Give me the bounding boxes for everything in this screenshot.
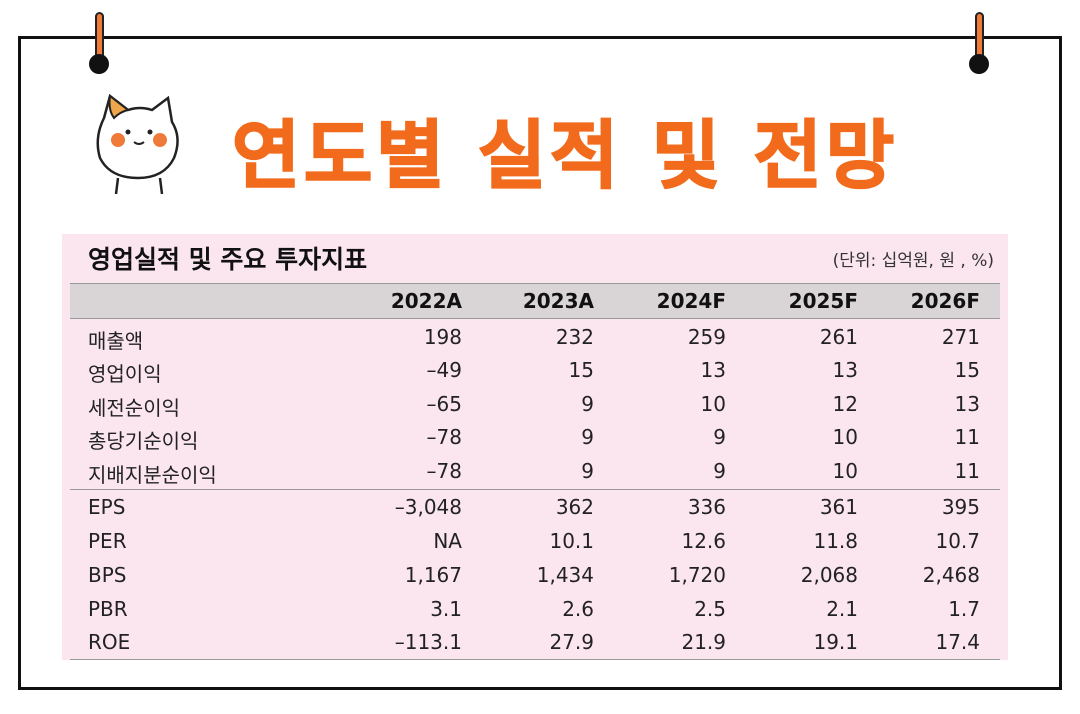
table-row: 영업이익 –49 15 13 13 15 bbox=[70, 355, 1000, 389]
table-cell: 15 bbox=[568, 358, 594, 382]
table-cell: 10 bbox=[832, 425, 858, 449]
table-cell: 19.1 bbox=[813, 630, 858, 654]
pushpin-right-icon bbox=[969, 54, 989, 74]
table-cell: 10.7 bbox=[935, 529, 980, 553]
table-row: ROE –113.1 27.9 21.9 19.1 17.4 bbox=[70, 627, 1000, 661]
table-cell: –65 bbox=[426, 392, 462, 416]
table-cell: 1.7 bbox=[948, 597, 980, 621]
table-cell: 13 bbox=[954, 392, 980, 416]
row-label: EPS bbox=[88, 495, 126, 519]
table-cell: –78 bbox=[426, 425, 462, 449]
table-cell: 9 bbox=[581, 425, 594, 449]
table-cell: 11 bbox=[954, 425, 980, 449]
table-row: EPS –3,048 362 336 361 395 bbox=[70, 492, 1000, 526]
row-label: 지배지분순이익 bbox=[88, 463, 217, 487]
table-cell: 17.4 bbox=[935, 630, 980, 654]
table-cell: –49 bbox=[426, 358, 462, 382]
cat-mascot-icon bbox=[96, 93, 179, 195]
table-cell: 1,434 bbox=[536, 563, 594, 587]
table-cell: 21.9 bbox=[681, 630, 726, 654]
table-title: 영업실적 및 주요 투자지표 bbox=[88, 245, 368, 274]
table-cell: 362 bbox=[555, 495, 594, 519]
table-row: PER NA 10.1 12.6 11.8 10.7 bbox=[70, 526, 1000, 560]
table-bottom-border bbox=[70, 659, 1000, 660]
section-divider bbox=[70, 489, 1000, 490]
table-cell: 9 bbox=[581, 392, 594, 416]
table-row: 지배지분순이익 –78 9 9 10 11 bbox=[70, 456, 1000, 490]
table-cell: –78 bbox=[426, 459, 462, 483]
column-header: 2022A bbox=[390, 289, 462, 313]
column-header: 2023A bbox=[522, 289, 594, 313]
table-cell: 9 bbox=[713, 425, 726, 449]
row-label: 매출액 bbox=[88, 329, 144, 353]
table-row: BPS 1,167 1,434 1,720 2,068 2,468 bbox=[70, 560, 1000, 594]
table-cell: 10 bbox=[700, 392, 726, 416]
table-cell: 271 bbox=[941, 325, 980, 349]
table-cell: 10 bbox=[832, 459, 858, 483]
table-cell: 2.5 bbox=[694, 597, 726, 621]
table-cell: 9 bbox=[713, 459, 726, 483]
table-cell: 9 bbox=[581, 459, 594, 483]
table-cell: 361 bbox=[819, 495, 858, 519]
table-cell: 2.6 bbox=[562, 597, 594, 621]
table-cell: 12 bbox=[832, 392, 858, 416]
row-label: BPS bbox=[88, 563, 127, 587]
table-cell: 13 bbox=[700, 358, 726, 382]
page-title: 연도별 실적 및 전망 bbox=[231, 112, 898, 200]
row-label: 세전순이익 bbox=[88, 396, 180, 420]
table-cell: 395 bbox=[941, 495, 980, 519]
row-label: 영업이익 bbox=[88, 362, 162, 386]
table-cell: 2,068 bbox=[800, 563, 858, 587]
table-unit: (단위: 십억원, 원 , %) bbox=[832, 251, 994, 271]
column-header: 2024F bbox=[656, 289, 726, 313]
table-cell: 11 bbox=[954, 459, 980, 483]
table-cell: –113.1 bbox=[394, 630, 462, 654]
column-header: 2026F bbox=[910, 289, 980, 313]
table-cell: 1,720 bbox=[668, 563, 726, 587]
table-cell: 15 bbox=[954, 358, 980, 382]
table-row: PBR 3.1 2.6 2.5 2.1 1.7 bbox=[70, 594, 1000, 628]
table-cell: 12.6 bbox=[681, 529, 726, 553]
table-cell: 198 bbox=[423, 325, 462, 349]
table-cell: 2.1 bbox=[826, 597, 858, 621]
table-cell: 27.9 bbox=[549, 630, 594, 654]
table-cell: 3.1 bbox=[430, 597, 462, 621]
table-cell: –3,048 bbox=[394, 495, 462, 519]
row-label: PBR bbox=[88, 597, 128, 621]
table-cell: 2,468 bbox=[922, 563, 980, 587]
table-cell: 11.8 bbox=[813, 529, 858, 553]
column-header: 2025F bbox=[788, 289, 858, 313]
row-label: PER bbox=[88, 529, 127, 553]
pushpin-left-icon bbox=[89, 54, 109, 74]
table-cell: 259 bbox=[687, 325, 726, 349]
table-cell: 336 bbox=[687, 495, 726, 519]
table-cell: NA bbox=[433, 529, 462, 553]
table-header bbox=[70, 283, 1000, 319]
table-row: 총당기순이익 –78 9 9 10 11 bbox=[70, 422, 1000, 456]
table-cell: 1,167 bbox=[404, 563, 462, 587]
table-row: 매출액 198 232 259 261 271 bbox=[70, 322, 1000, 356]
table-row: 세전순이익 –65 9 10 12 13 bbox=[70, 389, 1000, 423]
row-label: ROE bbox=[88, 630, 131, 654]
table-cell: 261 bbox=[819, 325, 858, 349]
table-cell: 232 bbox=[555, 325, 594, 349]
table-cell: 13 bbox=[832, 358, 858, 382]
row-label: 총당기순이익 bbox=[88, 429, 199, 453]
table-cell: 10.1 bbox=[549, 529, 594, 553]
